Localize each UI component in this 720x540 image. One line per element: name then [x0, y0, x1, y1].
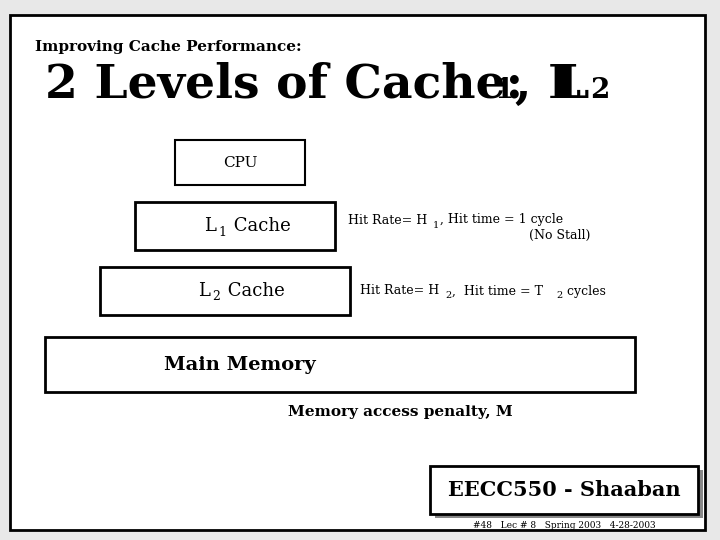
- Text: Cache: Cache: [228, 217, 291, 235]
- Text: (No Stall): (No Stall): [529, 228, 590, 241]
- Bar: [135, 202, 335, 250]
- Bar: [100, 267, 350, 315]
- Text: 2: 2: [556, 292, 562, 300]
- Text: Hit Rate= H: Hit Rate= H: [348, 213, 427, 226]
- Text: CPU: CPU: [222, 156, 257, 170]
- Text: , L: , L: [515, 62, 581, 108]
- Text: 2: 2: [445, 292, 451, 300]
- Text: cycles: cycles: [563, 285, 606, 298]
- Text: , Hit time = 1 cycle: , Hit time = 1 cycle: [440, 213, 563, 226]
- Bar: [175, 140, 305, 185]
- Text: Main Memory: Main Memory: [164, 356, 316, 374]
- Text: Hit Rate= H: Hit Rate= H: [360, 285, 439, 298]
- Text: L: L: [198, 282, 210, 300]
- Text: #48   Lec # 8   Spring 2003   4-28-2003: #48 Lec # 8 Spring 2003 4-28-2003: [473, 522, 655, 530]
- Text: 1: 1: [218, 226, 226, 239]
- Text: L: L: [204, 217, 216, 235]
- Text: 1: 1: [433, 220, 439, 230]
- Text: Cache: Cache: [222, 282, 284, 300]
- Bar: [430, 466, 698, 514]
- Text: 2: 2: [212, 291, 220, 303]
- Text: ,  Hit time = T: , Hit time = T: [452, 285, 543, 298]
- Text: 1: 1: [495, 77, 514, 104]
- Text: EECC550 - Shaaban: EECC550 - Shaaban: [448, 480, 680, 500]
- Text: 2 Levels of Cache:  L: 2 Levels of Cache: L: [45, 62, 590, 108]
- Text: 2: 2: [590, 77, 609, 104]
- Bar: [45, 337, 635, 392]
- Text: Improving Cache Performance:: Improving Cache Performance:: [35, 40, 302, 54]
- Text: Memory access penalty, M: Memory access penalty, M: [287, 405, 513, 419]
- Bar: [435, 470, 703, 518]
